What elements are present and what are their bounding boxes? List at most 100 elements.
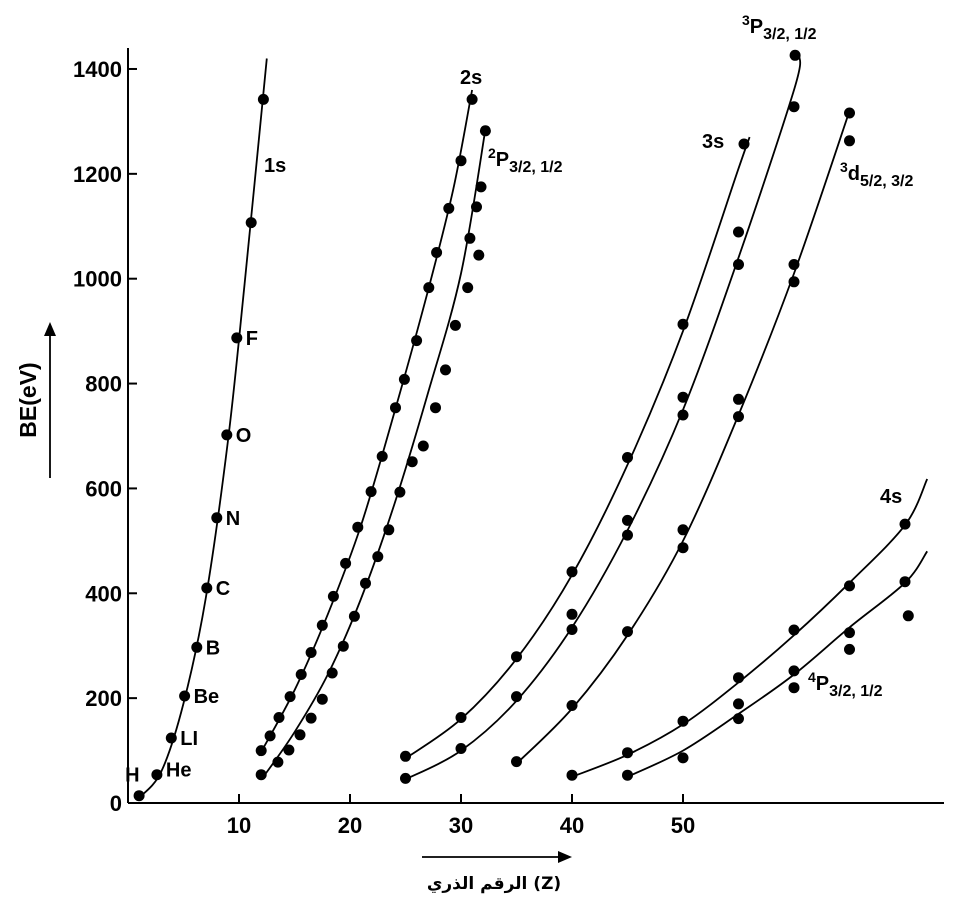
x-tick-label: 20 bbox=[338, 813, 362, 838]
data-point bbox=[449, 319, 461, 331]
data-point bbox=[443, 202, 455, 214]
x-axis-label: (Z) الرقم الذري bbox=[422, 851, 572, 894]
data-point bbox=[440, 364, 451, 376]
data-point bbox=[283, 744, 295, 756]
data-point bbox=[394, 486, 406, 498]
data-point bbox=[245, 217, 257, 229]
data-point bbox=[788, 259, 800, 270]
data-point bbox=[733, 672, 744, 684]
x-tick-label: 10 bbox=[227, 813, 251, 838]
series-curve-4 bbox=[405, 55, 802, 781]
data-point bbox=[566, 608, 578, 620]
data-point bbox=[566, 769, 578, 781]
data-point bbox=[788, 101, 800, 113]
element-label: C bbox=[216, 578, 230, 600]
data-point bbox=[201, 582, 213, 594]
data-point bbox=[400, 772, 411, 784]
data-point bbox=[788, 682, 800, 694]
data-point bbox=[327, 590, 339, 602]
data-point bbox=[622, 452, 633, 463]
data-point bbox=[455, 712, 467, 723]
y-tick-label: 1400 bbox=[73, 57, 122, 82]
data-point bbox=[789, 49, 801, 61]
data-point bbox=[902, 610, 914, 622]
series-label-3d: 3d5/2, 3/2 bbox=[840, 159, 913, 190]
data-point bbox=[733, 226, 744, 238]
data-point bbox=[337, 640, 349, 652]
series-curve-1 bbox=[258, 89, 473, 757]
series-curve-5 bbox=[515, 110, 851, 765]
data-point bbox=[462, 282, 474, 294]
element-label: He bbox=[166, 760, 192, 782]
data-point bbox=[844, 135, 855, 147]
series-curve-0 bbox=[138, 58, 268, 799]
data-point bbox=[255, 745, 267, 757]
data-point bbox=[295, 669, 307, 680]
data-point bbox=[677, 391, 689, 403]
data-point bbox=[455, 155, 467, 167]
data-point bbox=[788, 624, 800, 636]
y-axis-label: BE(eV) bbox=[15, 322, 56, 478]
data-point bbox=[622, 747, 633, 759]
data-point bbox=[677, 752, 689, 764]
data-point bbox=[677, 715, 689, 727]
data-point bbox=[677, 542, 689, 554]
data-point bbox=[221, 429, 233, 441]
y-tick-label: 200 bbox=[85, 686, 122, 711]
y-tick-label: 800 bbox=[85, 372, 122, 397]
data-point bbox=[733, 259, 744, 270]
y-tick-label: 1000 bbox=[73, 267, 122, 292]
data-point bbox=[133, 790, 145, 802]
data-point bbox=[348, 610, 360, 622]
element-label: LI bbox=[180, 728, 198, 750]
data-point bbox=[622, 514, 633, 526]
data-point bbox=[677, 409, 689, 421]
data-point bbox=[151, 769, 163, 781]
data-point bbox=[255, 769, 267, 781]
data-points: H He LI Be B C N O F bbox=[125, 49, 914, 802]
data-point bbox=[677, 318, 689, 330]
series-label-4p: 4P3/2, 1/2 bbox=[808, 669, 883, 700]
data-point bbox=[398, 373, 410, 385]
series-curve-7 bbox=[627, 550, 928, 778]
data-point bbox=[231, 332, 243, 344]
data-point bbox=[316, 619, 328, 631]
data-point bbox=[471, 201, 482, 213]
series-label-3p: 3P3/2, 1/2 bbox=[742, 12, 817, 43]
x-tick-label: 50 bbox=[671, 813, 695, 838]
data-point bbox=[400, 750, 411, 762]
series-curve-2 bbox=[262, 129, 487, 778]
data-point bbox=[899, 518, 911, 530]
data-point bbox=[844, 643, 855, 655]
series-curve-3 bbox=[404, 136, 751, 760]
element-label: H bbox=[125, 765, 139, 787]
data-point bbox=[738, 138, 750, 150]
data-point bbox=[899, 576, 911, 588]
y-tick-label: 0 bbox=[110, 791, 122, 816]
data-point bbox=[326, 667, 338, 679]
y-tick-label: 400 bbox=[85, 581, 122, 606]
series-label-4s: 4s bbox=[880, 486, 902, 508]
data-point bbox=[455, 743, 467, 754]
data-point bbox=[622, 626, 633, 638]
data-point bbox=[272, 756, 284, 768]
data-point bbox=[844, 627, 855, 639]
y-axis-label-text: BE(eV) bbox=[15, 362, 41, 437]
data-point bbox=[340, 557, 352, 569]
data-point bbox=[622, 769, 633, 781]
element-label: F bbox=[246, 328, 258, 350]
data-point bbox=[165, 732, 177, 744]
data-point bbox=[352, 521, 364, 533]
data-point bbox=[475, 181, 487, 193]
data-point bbox=[677, 524, 689, 536]
data-point bbox=[417, 440, 429, 452]
data-point bbox=[372, 551, 384, 563]
data-point bbox=[511, 651, 522, 663]
data-point bbox=[264, 730, 276, 742]
x-axis-label-text: (Z) الرقم الذري bbox=[427, 874, 561, 894]
data-point bbox=[365, 486, 377, 498]
data-point bbox=[844, 580, 855, 592]
data-point bbox=[305, 712, 317, 724]
data-point bbox=[566, 700, 578, 711]
data-point bbox=[788, 276, 800, 288]
